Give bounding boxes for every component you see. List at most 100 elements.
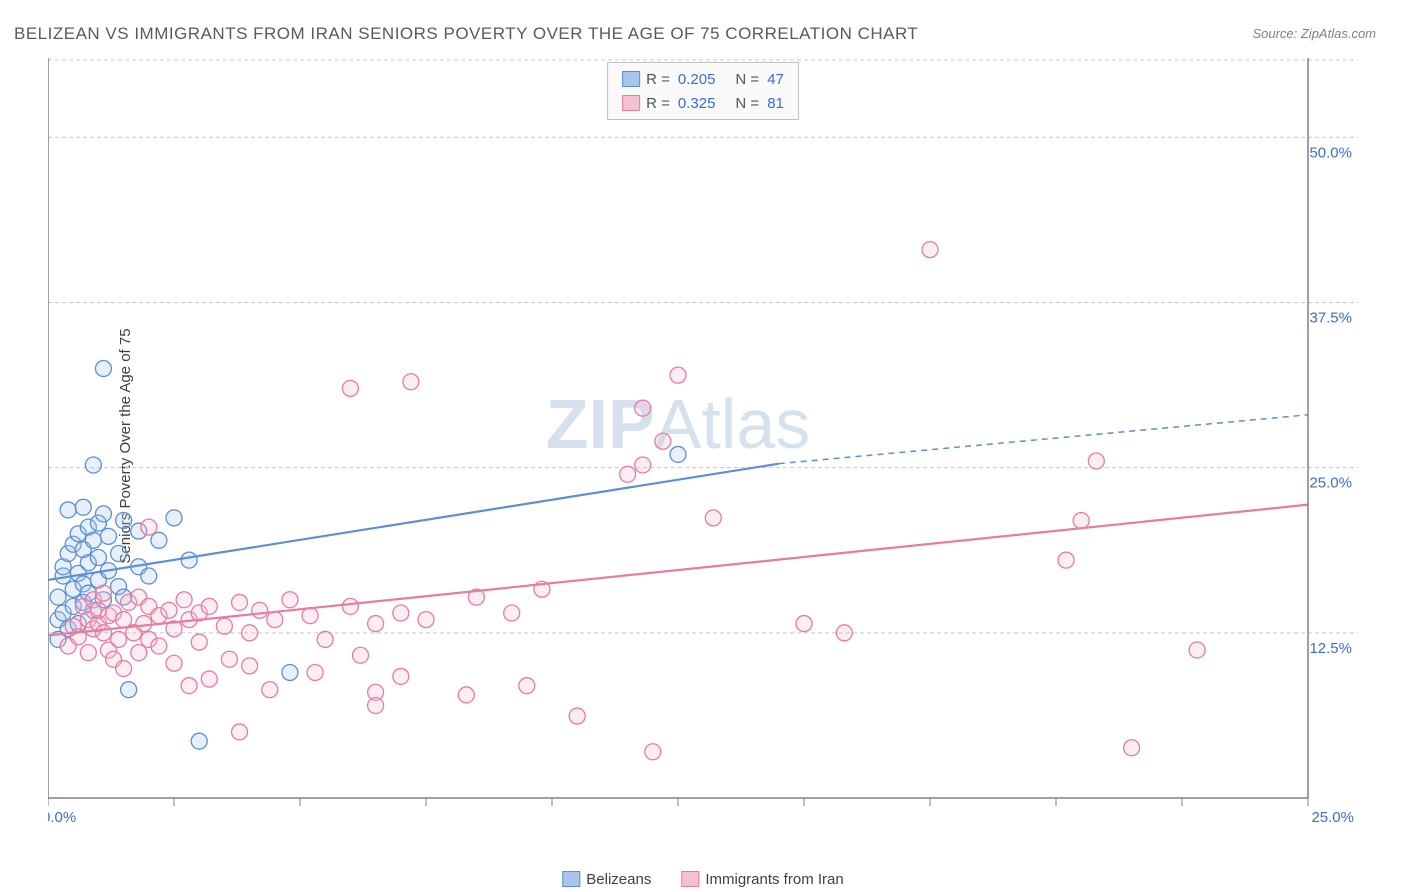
trend-line: [48, 505, 1308, 636]
legend-n-value: 81: [767, 95, 784, 112]
data-point: [267, 612, 283, 628]
data-point: [141, 568, 157, 584]
legend-series-item: Belizeans: [562, 871, 651, 888]
data-point: [242, 625, 258, 641]
data-point: [221, 651, 237, 667]
data-point: [418, 612, 434, 628]
svg-text:25.0%: 25.0%: [1311, 809, 1354, 826]
data-point: [519, 678, 535, 694]
data-point: [216, 618, 232, 634]
data-point: [282, 592, 298, 608]
data-point: [232, 724, 248, 740]
svg-text:37.5%: 37.5%: [1309, 309, 1352, 326]
legend-swatch: [622, 95, 640, 111]
data-point: [368, 698, 384, 714]
data-point: [569, 708, 585, 724]
data-point: [262, 682, 278, 698]
legend-r-label: R =: [646, 95, 670, 112]
legend-swatch: [681, 871, 699, 887]
data-point: [100, 528, 116, 544]
legend-row: R = 0.325 N = 81: [622, 91, 784, 115]
data-point: [922, 242, 938, 258]
data-point: [317, 631, 333, 647]
svg-text:25.0%: 25.0%: [1309, 475, 1352, 492]
data-point: [302, 608, 318, 624]
data-point: [645, 744, 661, 760]
data-point: [95, 506, 111, 522]
data-point: [80, 645, 96, 661]
data-point: [1189, 642, 1205, 658]
data-point: [181, 552, 197, 568]
scatter-plot-svg: 12.5%25.0%37.5%50.0%ZIPAtlas0.0%25.0%: [48, 58, 1358, 858]
data-point: [181, 678, 197, 694]
data-point: [141, 519, 157, 535]
data-point: [166, 655, 182, 671]
data-point: [655, 433, 671, 449]
data-point: [282, 664, 298, 680]
data-point: [635, 400, 651, 416]
data-point: [796, 616, 812, 632]
data-point: [95, 361, 111, 377]
legend-r-value: 0.325: [678, 95, 716, 112]
data-point: [75, 499, 91, 515]
data-point: [232, 594, 248, 610]
data-point: [836, 625, 852, 641]
legend-r-value: 0.205: [678, 71, 716, 88]
legend-swatch: [622, 71, 640, 87]
data-point: [342, 598, 358, 614]
data-point: [342, 380, 358, 396]
legend-series-label: Immigrants from Iran: [705, 871, 843, 888]
legend-r-label: R =: [646, 71, 670, 88]
svg-text:0.0%: 0.0%: [48, 809, 76, 826]
data-point: [1088, 453, 1104, 469]
data-point: [352, 647, 368, 663]
data-point: [242, 658, 258, 674]
correlation-legend: R = 0.205 N = 47 R = 0.325 N = 81: [607, 62, 799, 120]
data-point: [166, 510, 182, 526]
svg-text:50.0%: 50.0%: [1309, 144, 1352, 161]
data-point: [458, 687, 474, 703]
chart-plot-area: 12.5%25.0%37.5%50.0%ZIPAtlas0.0%25.0%: [48, 58, 1358, 828]
data-point: [116, 513, 132, 529]
data-point: [85, 457, 101, 473]
data-point: [191, 733, 207, 749]
data-point: [403, 374, 419, 390]
data-point: [95, 585, 111, 601]
data-point: [116, 661, 132, 677]
data-point: [635, 457, 651, 473]
data-point: [111, 546, 127, 562]
data-point: [176, 592, 192, 608]
data-point: [111, 631, 127, 647]
data-point: [85, 532, 101, 548]
data-point: [393, 668, 409, 684]
source-attribution: Source: ZipAtlas.com: [1252, 26, 1376, 41]
data-point: [307, 664, 323, 680]
data-point: [60, 502, 76, 518]
data-point: [368, 616, 384, 632]
legend-series-label: Belizeans: [586, 871, 651, 888]
data-point: [201, 671, 217, 687]
data-point: [1124, 740, 1140, 756]
data-point: [620, 466, 636, 482]
data-point: [252, 602, 268, 618]
data-point: [136, 616, 152, 632]
data-point: [131, 645, 147, 661]
data-point: [1073, 513, 1089, 529]
data-point: [95, 625, 111, 641]
data-point: [50, 589, 66, 605]
data-point: [705, 510, 721, 526]
data-point: [670, 446, 686, 462]
data-point: [151, 638, 167, 654]
legend-n-label: N =: [735, 95, 759, 112]
legend-swatch: [562, 871, 580, 887]
data-point: [670, 367, 686, 383]
data-point: [116, 612, 132, 628]
legend-row: R = 0.205 N = 47: [622, 67, 784, 91]
legend-n-label: N =: [735, 71, 759, 88]
svg-text:12.5%: 12.5%: [1309, 640, 1352, 657]
data-point: [201, 598, 217, 614]
data-point: [1058, 552, 1074, 568]
data-point: [504, 605, 520, 621]
legend-n-value: 47: [767, 71, 784, 88]
data-point: [393, 605, 409, 621]
